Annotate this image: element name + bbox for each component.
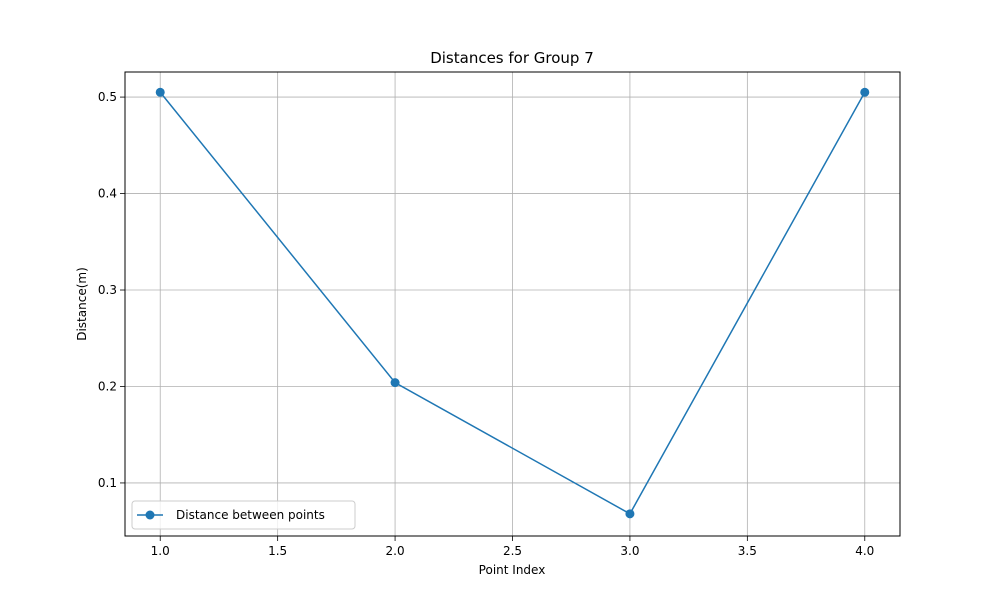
y-tick-label: 0.4 xyxy=(98,187,117,201)
series-layer xyxy=(155,87,870,519)
x-axis-label: Point Index xyxy=(479,563,546,577)
y-tick-label: 0.1 xyxy=(98,476,117,490)
x-tick-label: 1.5 xyxy=(268,544,287,558)
y-tick-label: 0.2 xyxy=(98,379,117,393)
x-axis: 1.0 1.5 2.0 2.5 3.0 3.5 4.0 xyxy=(151,536,874,558)
chart-title: Distances for Group 7 xyxy=(430,49,594,67)
legend-marker-swatch xyxy=(145,510,155,520)
y-tick-label: 0.5 xyxy=(98,90,117,104)
legend-box xyxy=(131,500,356,530)
x-tick-label: 2.0 xyxy=(386,544,405,558)
data-point xyxy=(625,509,635,519)
y-tick-label: 0.3 xyxy=(98,283,117,297)
x-tick-label: 3.0 xyxy=(620,544,639,558)
legend-entry-label: Distance between points xyxy=(176,508,325,522)
x-tick-label: 1.0 xyxy=(151,544,170,558)
data-point xyxy=(860,87,870,97)
y-axis-label: Distance(m) xyxy=(75,267,89,341)
legend: Distance between points xyxy=(131,500,356,530)
data-point xyxy=(390,378,400,388)
y-axis: 0.1 0.2 0.3 0.4 0.5 xyxy=(98,90,125,490)
series-line xyxy=(159,91,866,515)
x-tick-label: 4.0 xyxy=(855,544,874,558)
data-point xyxy=(155,87,165,97)
x-tick-label: 2.5 xyxy=(503,544,522,558)
x-tick-label: 3.5 xyxy=(738,544,757,558)
grid xyxy=(125,72,900,536)
